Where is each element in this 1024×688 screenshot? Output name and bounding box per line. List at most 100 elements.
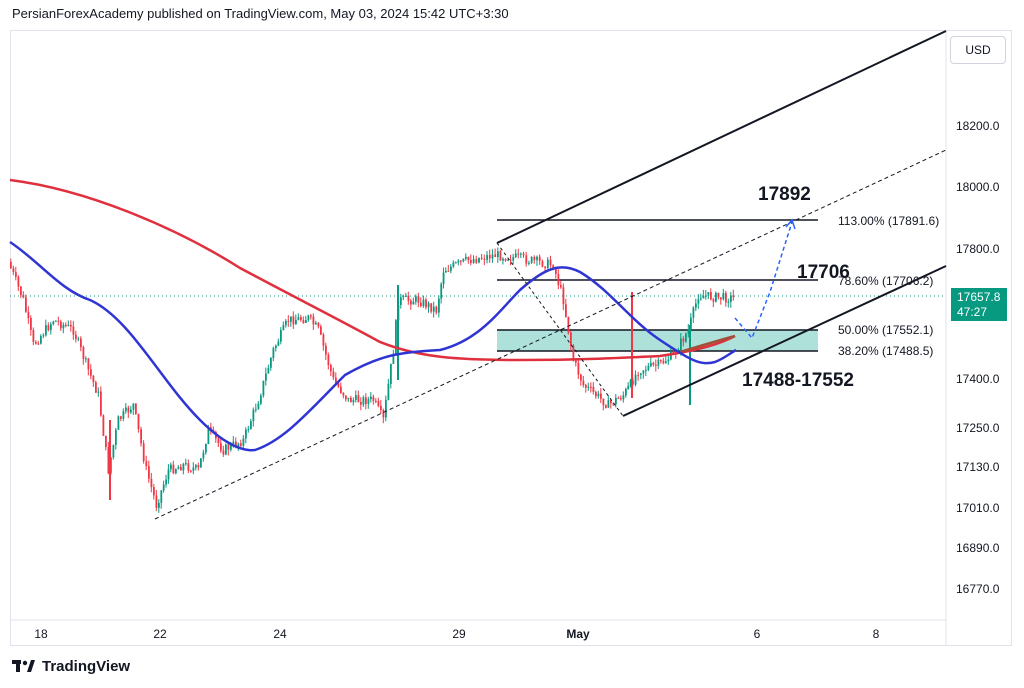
candle-body — [52, 321, 55, 325]
candle-body — [462, 258, 465, 262]
candle-body — [465, 256, 467, 259]
candle-body — [60, 321, 62, 329]
candle-body — [652, 362, 655, 365]
candle-body — [210, 427, 212, 430]
candle-body — [392, 353, 395, 364]
candle-body — [410, 300, 412, 305]
candle-body — [488, 255, 491, 259]
candle-body — [637, 374, 640, 376]
candle-body — [47, 325, 50, 331]
candle-body — [340, 386, 342, 393]
candle-body — [132, 403, 135, 410]
candle-body — [25, 297, 27, 312]
candle-body — [102, 415, 105, 436]
candle-body — [295, 319, 297, 325]
candle-body — [442, 272, 445, 284]
candle-body — [255, 409, 257, 411]
candle-body — [427, 303, 430, 308]
candle-body — [317, 322, 320, 327]
candle-body — [337, 382, 340, 387]
candle-body — [15, 272, 17, 277]
candle-body — [672, 351, 675, 353]
candle-body — [509, 259, 512, 261]
currency-button[interactable]: USD — [950, 36, 1006, 64]
candle-body — [557, 273, 560, 286]
candle-body — [230, 444, 232, 450]
candle-body — [522, 253, 525, 256]
candle-body — [167, 469, 170, 480]
price-tick-label: 16770.0 — [956, 582, 1000, 596]
candle-body — [80, 338, 82, 348]
candle-body — [250, 421, 252, 430]
time-tick-label: 6 — [754, 627, 761, 641]
candle-body — [350, 397, 352, 403]
fib-label: 50.00% (17552.1) — [838, 323, 933, 337]
candle-body — [417, 296, 420, 303]
candle-body — [287, 320, 290, 322]
price-axis[interactable]: 18200.0 18000.0 17800.0 17400.0 17250.0 17130… — [956, 119, 1000, 596]
candle-body — [710, 292, 712, 300]
candle-body — [42, 335, 45, 337]
current-price-badge: 17657.8 47:27 — [951, 288, 1007, 321]
candle-body — [605, 405, 607, 408]
candle-body — [700, 298, 702, 300]
candle-body — [22, 295, 25, 298]
candle-body — [720, 297, 722, 300]
candle-body — [67, 324, 70, 326]
candle-body — [504, 258, 507, 261]
candle-body — [330, 365, 332, 372]
candle-body — [217, 438, 220, 444]
candle-body — [412, 301, 415, 305]
candle-body — [55, 320, 57, 322]
candle-body — [680, 338, 682, 351]
candle-body — [315, 322, 317, 325]
candle-body — [310, 315, 312, 317]
candle-body — [190, 470, 192, 472]
candle-body — [10, 262, 12, 269]
candle-body — [145, 461, 148, 467]
candle-body — [660, 360, 662, 362]
candle-body — [82, 347, 85, 360]
candle-body — [657, 360, 660, 366]
candle-body — [415, 296, 417, 302]
candle-body — [50, 324, 52, 331]
chart-area[interactable] — [10, 30, 1012, 646]
candle-body — [440, 283, 443, 299]
candle-body — [127, 407, 130, 413]
candle-body — [712, 299, 715, 302]
candle-body — [475, 259, 478, 263]
candle-body — [150, 478, 153, 488]
candle-body — [727, 301, 730, 303]
candle-body — [422, 299, 425, 307]
candle-body — [647, 365, 650, 370]
candle-body — [95, 382, 97, 393]
candle-body — [297, 317, 300, 320]
candle-body — [387, 383, 390, 400]
fib-label: 113.00% (17891.6) — [838, 214, 939, 228]
zone-label: 17488-17552 — [742, 370, 854, 391]
candle-body — [87, 358, 90, 370]
candle-body — [402, 296, 405, 298]
candle-body — [148, 466, 150, 479]
candle-body — [30, 318, 32, 330]
candle-body — [342, 392, 345, 396]
candle-body — [200, 458, 202, 468]
candle-body — [617, 397, 620, 399]
candle-body — [690, 317, 692, 330]
candle-body — [327, 354, 330, 366]
candle-body — [135, 403, 137, 414]
candle-body — [514, 253, 517, 258]
candle-body — [541, 260, 544, 267]
candle-body — [270, 357, 272, 368]
tradingview-brand[interactable]: TradingView — [12, 658, 130, 675]
candle-body — [302, 320, 305, 323]
candle-body — [137, 413, 140, 430]
candle-body — [252, 409, 255, 422]
time-axis[interactable]: 18 22 24 29 May 6 8 — [34, 627, 879, 641]
candle-body — [595, 392, 597, 397]
candle-body — [130, 409, 132, 413]
candle-body — [480, 257, 483, 259]
candle-body — [692, 307, 695, 318]
candle-body — [357, 395, 360, 403]
